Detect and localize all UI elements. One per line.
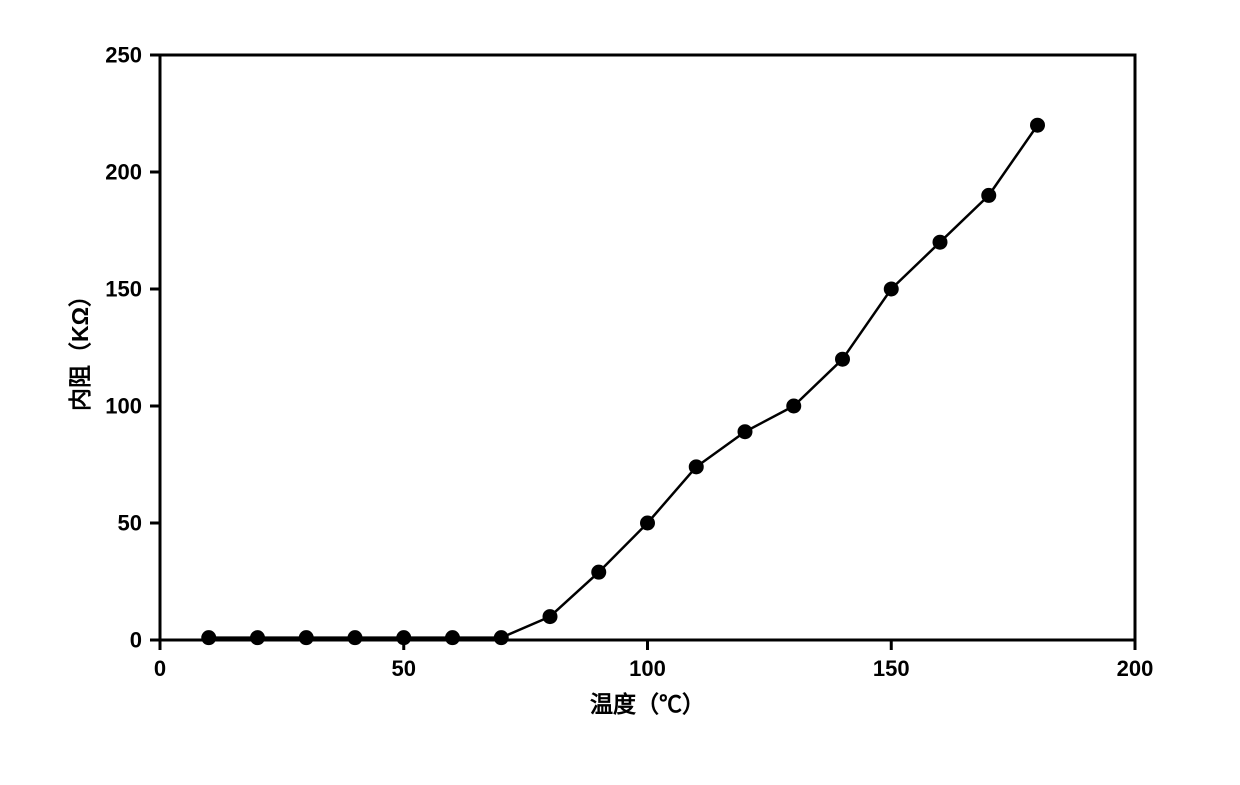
x-tick-label: 50 (392, 656, 416, 681)
data-point (397, 631, 411, 645)
data-point (641, 516, 655, 530)
data-point (787, 399, 801, 413)
data-point (202, 631, 216, 645)
y-tick-label: 100 (105, 394, 142, 419)
y-tick-label: 150 (105, 277, 142, 302)
x-tick-label: 200 (1117, 656, 1154, 681)
data-point (836, 352, 850, 366)
x-tick-label: 100 (629, 656, 666, 681)
data-point (543, 610, 557, 624)
data-point (738, 425, 752, 439)
data-point (689, 460, 703, 474)
data-point (933, 235, 947, 249)
plot-border (160, 55, 1135, 640)
y-tick-label: 250 (105, 43, 142, 68)
data-point (348, 631, 362, 645)
data-point (884, 282, 898, 296)
x-tick-label: 150 (873, 656, 910, 681)
data-point (299, 631, 313, 645)
x-tick-label: 0 (154, 656, 166, 681)
line-chart: 0 50 100 150 200 0 50 100 150 200 250 温度（℃） 内阻（KΩ） (0, 0, 1240, 785)
data-point (592, 565, 606, 579)
y-tick-label: 50 (118, 511, 142, 536)
data-point (251, 631, 265, 645)
y-tick-label: 0 (130, 628, 142, 653)
data-point (982, 188, 996, 202)
x-axis-title: 温度（℃） (590, 691, 705, 717)
data-point (1031, 118, 1045, 132)
y-tick-label: 200 (105, 160, 142, 185)
chart-container: 0 50 100 150 200 0 50 100 150 200 250 温度（℃） 内阻（KΩ） (0, 0, 1240, 785)
data-point (446, 631, 460, 645)
y-axis-title: 内阻（KΩ） (67, 284, 93, 411)
data-point (494, 631, 508, 645)
